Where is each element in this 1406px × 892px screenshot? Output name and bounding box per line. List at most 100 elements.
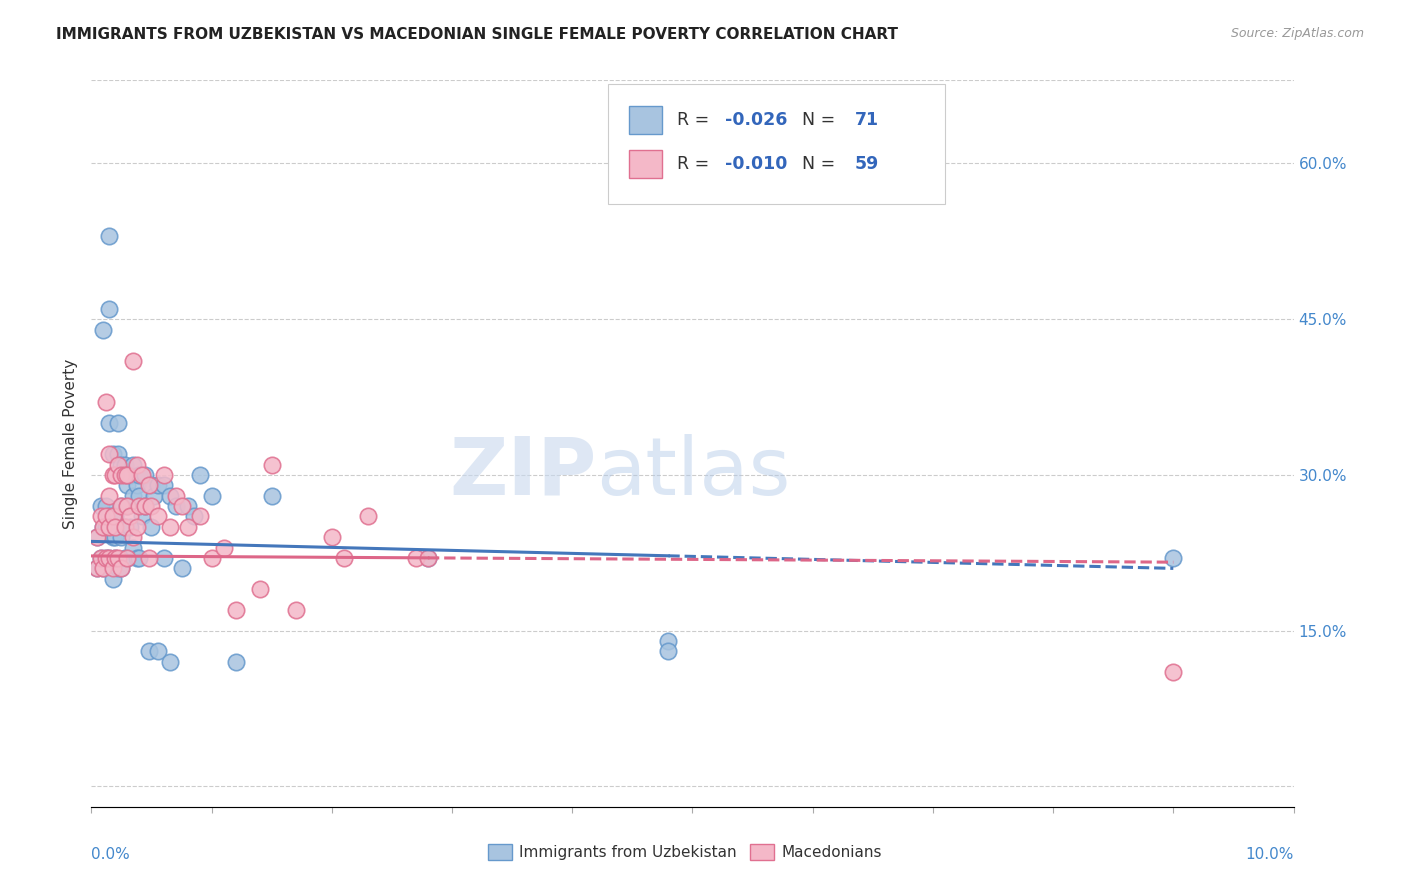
Point xyxy=(122,353,145,368)
Point xyxy=(114,458,136,472)
Point xyxy=(142,489,165,503)
Point xyxy=(117,467,139,482)
FancyBboxPatch shape xyxy=(628,150,662,178)
Point xyxy=(125,551,148,566)
Point xyxy=(405,551,427,566)
Point xyxy=(93,322,115,336)
Text: -0.026: -0.026 xyxy=(725,112,787,129)
Point xyxy=(101,572,124,586)
Point xyxy=(146,509,169,524)
Text: R =: R = xyxy=(676,112,714,129)
Point xyxy=(98,509,121,524)
Point xyxy=(183,509,205,524)
Text: 59: 59 xyxy=(855,155,879,173)
Y-axis label: Single Female Poverty: Single Female Poverty xyxy=(62,359,77,529)
Point xyxy=(110,561,132,575)
Text: 0.0%: 0.0% xyxy=(91,847,131,863)
Point xyxy=(333,551,356,566)
Point xyxy=(165,499,187,513)
FancyBboxPatch shape xyxy=(488,845,512,860)
Point xyxy=(104,551,127,566)
Text: Macedonians: Macedonians xyxy=(782,845,882,860)
Point xyxy=(98,229,121,244)
Point xyxy=(249,582,271,597)
Point xyxy=(146,644,169,658)
Point xyxy=(90,551,112,566)
Point xyxy=(107,447,129,461)
Point xyxy=(93,561,115,575)
Point xyxy=(86,530,108,544)
Point xyxy=(152,478,174,492)
Text: -0.010: -0.010 xyxy=(725,155,787,173)
Point xyxy=(90,551,112,566)
Point xyxy=(117,551,139,566)
Point xyxy=(104,509,127,524)
Text: N =: N = xyxy=(792,155,841,173)
Point xyxy=(225,655,247,669)
Point xyxy=(122,530,145,544)
Point xyxy=(357,509,380,524)
Text: 71: 71 xyxy=(855,112,879,129)
Point xyxy=(122,458,145,472)
Point xyxy=(94,520,117,534)
Point xyxy=(117,499,139,513)
Point xyxy=(114,520,136,534)
Point xyxy=(416,551,439,566)
Text: Source: ZipAtlas.com: Source: ZipAtlas.com xyxy=(1230,27,1364,40)
Point xyxy=(114,551,136,566)
Point xyxy=(86,561,108,575)
Point xyxy=(176,520,198,534)
Point xyxy=(110,499,132,513)
Text: Immigrants from Uzbekistan: Immigrants from Uzbekistan xyxy=(519,845,737,860)
Point xyxy=(141,520,163,534)
Point xyxy=(107,458,129,472)
Point xyxy=(657,644,679,658)
Point xyxy=(114,467,136,482)
Point xyxy=(107,416,129,430)
Text: ZIP: ZIP xyxy=(449,434,596,512)
Point xyxy=(118,520,141,534)
Point xyxy=(128,499,150,513)
Point xyxy=(138,478,160,492)
Point xyxy=(104,520,127,534)
Point xyxy=(159,489,181,503)
Point xyxy=(94,551,117,566)
Point xyxy=(128,551,150,566)
Point xyxy=(176,499,198,513)
Point xyxy=(98,447,121,461)
Point xyxy=(128,489,150,503)
Point xyxy=(98,416,121,430)
Text: atlas: atlas xyxy=(596,434,790,512)
Point xyxy=(260,458,283,472)
Point xyxy=(152,467,174,482)
Point xyxy=(125,458,148,472)
Point xyxy=(94,509,117,524)
Point xyxy=(101,561,124,575)
Point xyxy=(165,489,187,503)
Point xyxy=(122,489,145,503)
Point xyxy=(125,478,148,492)
FancyBboxPatch shape xyxy=(609,84,945,204)
Point xyxy=(98,489,121,503)
Point xyxy=(93,520,115,534)
Point xyxy=(131,467,153,482)
Point xyxy=(134,499,156,513)
Point xyxy=(101,530,124,544)
Point xyxy=(86,561,108,575)
Point xyxy=(117,467,139,482)
Point xyxy=(101,509,124,524)
Point xyxy=(134,499,156,513)
Point xyxy=(94,395,117,409)
Text: R =: R = xyxy=(676,155,714,173)
Point xyxy=(110,561,132,575)
Point xyxy=(90,499,112,513)
Point xyxy=(188,509,211,524)
Point xyxy=(86,530,108,544)
Point xyxy=(117,551,139,566)
Point xyxy=(98,520,121,534)
Point xyxy=(94,499,117,513)
Point xyxy=(1161,551,1184,566)
Point xyxy=(98,551,121,566)
Point xyxy=(90,509,112,524)
Point xyxy=(122,541,145,555)
